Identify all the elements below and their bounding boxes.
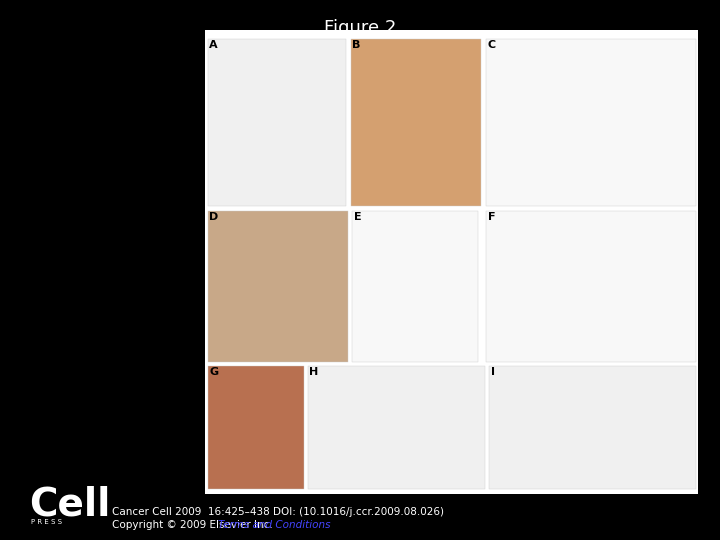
- Text: Cancer Cell 2009  16:425–438 DOI: (10.1016/j.ccr.2009.08.026): Cancer Cell 2009 16:425–438 DOI: (10.101…: [112, 507, 444, 517]
- Text: Terms and Conditions: Terms and Conditions: [218, 520, 330, 530]
- Bar: [207, 366, 304, 489]
- Text: F: F: [487, 212, 495, 222]
- Text: E: E: [354, 212, 361, 222]
- Text: Copyright © 2009 Elsevier Inc.: Copyright © 2009 Elsevier Inc.: [112, 520, 276, 530]
- Bar: [351, 39, 482, 206]
- Text: G: G: [209, 367, 218, 377]
- Bar: [207, 39, 346, 206]
- Bar: [486, 211, 696, 362]
- Bar: [207, 211, 348, 362]
- Text: C: C: [487, 40, 496, 50]
- Text: I: I: [491, 367, 495, 377]
- Bar: [205, 30, 698, 494]
- Bar: [307, 366, 485, 489]
- Bar: [352, 211, 478, 362]
- Text: B: B: [352, 40, 361, 50]
- Text: A: A: [209, 40, 217, 50]
- Text: Figure 2: Figure 2: [324, 19, 396, 37]
- Text: D: D: [209, 212, 218, 222]
- Bar: [490, 366, 696, 489]
- Text: Cell: Cell: [29, 486, 110, 524]
- Bar: [486, 39, 696, 206]
- Text: H: H: [309, 367, 318, 377]
- Text: P R E S S: P R E S S: [31, 519, 62, 525]
